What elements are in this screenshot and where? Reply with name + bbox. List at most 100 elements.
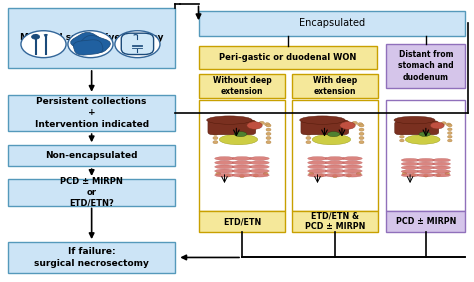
- Circle shape: [406, 122, 410, 125]
- Ellipse shape: [250, 157, 269, 160]
- Circle shape: [319, 174, 324, 177]
- Circle shape: [264, 123, 270, 126]
- Ellipse shape: [433, 166, 450, 169]
- Ellipse shape: [325, 157, 345, 160]
- Ellipse shape: [401, 173, 419, 177]
- FancyBboxPatch shape: [395, 121, 439, 135]
- Circle shape: [213, 132, 218, 135]
- Ellipse shape: [343, 165, 362, 169]
- Circle shape: [447, 139, 452, 142]
- Circle shape: [263, 172, 268, 175]
- Circle shape: [68, 31, 113, 58]
- Ellipse shape: [215, 161, 234, 164]
- Circle shape: [433, 121, 438, 124]
- Text: Without deep
extension: Without deep extension: [212, 76, 271, 96]
- Circle shape: [312, 121, 318, 125]
- Ellipse shape: [308, 173, 327, 177]
- Ellipse shape: [232, 157, 252, 160]
- Circle shape: [306, 128, 311, 131]
- Ellipse shape: [433, 173, 450, 177]
- Circle shape: [400, 135, 404, 138]
- Ellipse shape: [417, 158, 435, 162]
- Text: PCD ± MIRPN: PCD ± MIRPN: [396, 217, 456, 226]
- Ellipse shape: [215, 157, 234, 160]
- Ellipse shape: [417, 170, 435, 173]
- Circle shape: [352, 121, 357, 125]
- Circle shape: [306, 124, 311, 127]
- Circle shape: [228, 120, 234, 124]
- Ellipse shape: [308, 169, 327, 173]
- Ellipse shape: [232, 173, 252, 177]
- Circle shape: [306, 136, 311, 140]
- Circle shape: [424, 174, 428, 177]
- Text: Non-encapsulated: Non-encapsulated: [46, 151, 138, 160]
- Circle shape: [321, 120, 327, 124]
- Circle shape: [359, 136, 364, 140]
- Circle shape: [357, 123, 363, 126]
- Circle shape: [447, 124, 452, 127]
- FancyBboxPatch shape: [8, 95, 175, 131]
- Circle shape: [266, 128, 271, 131]
- Ellipse shape: [215, 165, 234, 169]
- Circle shape: [115, 31, 160, 58]
- Ellipse shape: [250, 165, 269, 169]
- Text: Encapsulated: Encapsulated: [299, 18, 365, 28]
- Circle shape: [306, 132, 311, 135]
- Text: If failure:
surgical necrosectomy: If failure: surgical necrosectomy: [34, 247, 149, 268]
- Circle shape: [447, 135, 452, 138]
- Circle shape: [239, 175, 245, 178]
- FancyBboxPatch shape: [199, 211, 285, 232]
- Circle shape: [401, 123, 405, 126]
- Circle shape: [213, 136, 218, 140]
- FancyBboxPatch shape: [199, 74, 285, 98]
- FancyBboxPatch shape: [301, 120, 349, 135]
- Ellipse shape: [401, 170, 419, 173]
- Ellipse shape: [417, 162, 435, 166]
- Circle shape: [423, 121, 428, 124]
- FancyBboxPatch shape: [292, 100, 378, 211]
- Ellipse shape: [232, 165, 252, 169]
- Circle shape: [359, 124, 364, 127]
- Circle shape: [266, 132, 271, 135]
- Circle shape: [411, 174, 416, 177]
- Circle shape: [306, 141, 311, 144]
- Circle shape: [414, 121, 419, 124]
- Ellipse shape: [343, 173, 362, 177]
- Circle shape: [359, 128, 364, 131]
- Text: PCD ± MIRPN
or
ETD/ETN?: PCD ± MIRPN or ETD/ETN?: [60, 177, 123, 208]
- Text: Persistent collections
+
Intervention indicated: Persistent collections + Intervention in…: [35, 97, 149, 129]
- Circle shape: [219, 121, 225, 125]
- Text: ETD/ETN: ETD/ETN: [223, 217, 261, 226]
- Text: Maximal supportive therapy: Maximal supportive therapy: [20, 33, 164, 42]
- Circle shape: [266, 124, 271, 127]
- FancyBboxPatch shape: [386, 100, 465, 211]
- FancyBboxPatch shape: [73, 40, 103, 55]
- Ellipse shape: [234, 132, 247, 137]
- FancyBboxPatch shape: [8, 8, 175, 68]
- Circle shape: [445, 172, 449, 175]
- Ellipse shape: [433, 158, 450, 162]
- FancyBboxPatch shape: [199, 10, 465, 36]
- FancyBboxPatch shape: [199, 100, 285, 211]
- Ellipse shape: [215, 173, 234, 177]
- Ellipse shape: [250, 169, 269, 173]
- Circle shape: [21, 31, 66, 58]
- Circle shape: [447, 132, 452, 134]
- Ellipse shape: [327, 132, 340, 137]
- Circle shape: [226, 174, 230, 177]
- Circle shape: [32, 34, 40, 39]
- Circle shape: [266, 136, 271, 140]
- FancyBboxPatch shape: [292, 211, 378, 232]
- Circle shape: [436, 174, 441, 177]
- FancyBboxPatch shape: [8, 145, 175, 166]
- Circle shape: [446, 123, 451, 126]
- FancyBboxPatch shape: [71, 32, 101, 50]
- Circle shape: [400, 124, 404, 127]
- Circle shape: [266, 141, 271, 144]
- Circle shape: [307, 123, 312, 126]
- Circle shape: [213, 124, 218, 127]
- FancyBboxPatch shape: [8, 242, 175, 273]
- Ellipse shape: [405, 135, 440, 144]
- Ellipse shape: [417, 166, 435, 169]
- Ellipse shape: [394, 116, 435, 124]
